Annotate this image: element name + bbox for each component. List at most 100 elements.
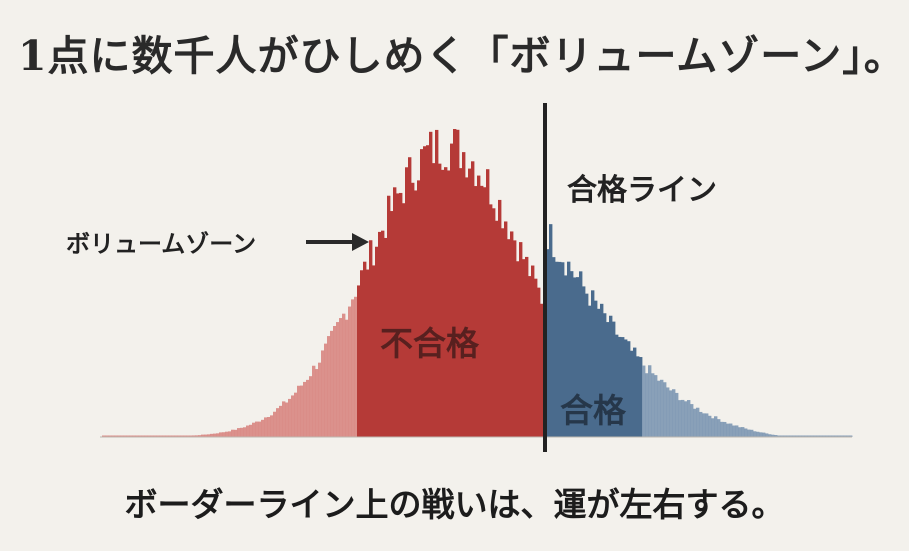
- histogram-bar: [450, 143, 454, 437]
- fail-region-label: 不合格: [380, 324, 480, 363]
- histogram-bar: [552, 257, 556, 437]
- histogram-bar: [663, 382, 667, 437]
- histogram-bar: [213, 433, 217, 437]
- histogram-bar: [462, 152, 466, 438]
- histogram-bar: [696, 407, 700, 437]
- histogram-bar: [156, 435, 160, 437]
- histogram-bar: [744, 428, 748, 437]
- histogram-bar: [756, 431, 760, 437]
- histogram-bar: [837, 435, 841, 437]
- histogram-bar: [147, 435, 151, 437]
- histogram-bar: [165, 435, 169, 437]
- histogram-bar: [468, 168, 472, 437]
- histogram-bar: [624, 339, 628, 437]
- histogram-bar: [129, 435, 133, 437]
- histogram-bar: [300, 385, 304, 437]
- histogram-bar: [825, 435, 829, 437]
- histogram-bar: [144, 435, 148, 437]
- histogram-bar: [375, 246, 379, 437]
- histogram-bar: [258, 421, 262, 437]
- histogram-bar: [666, 387, 670, 437]
- histogram-bar: [408, 157, 412, 437]
- histogram-bar: [738, 427, 742, 437]
- pass-region-label: 合格: [560, 391, 627, 430]
- histogram-bar: [672, 389, 676, 437]
- histogram-bar: [414, 190, 418, 437]
- histogram-bar: [411, 182, 415, 437]
- histogram-bar: [267, 417, 271, 437]
- histogram-bar: [291, 395, 295, 437]
- histogram-bar: [192, 435, 196, 437]
- histogram-bar: [789, 435, 793, 437]
- histogram-bar: [531, 265, 535, 437]
- histogram-bar: [648, 365, 652, 437]
- histogram-bar: [594, 300, 598, 437]
- histogram-bar: [471, 161, 475, 438]
- histogram-bar: [372, 265, 376, 437]
- histogram-bar: [639, 357, 643, 437]
- histogram-bar: [708, 415, 712, 437]
- histogram-bar: [750, 429, 754, 437]
- histogram-bar: [576, 277, 580, 437]
- histogram-bar: [843, 435, 847, 437]
- histogram-bar: [801, 435, 805, 437]
- histogram-bar: [654, 375, 658, 437]
- page-title: 1点に数千人がひしめく「ボリュームゾーン」。: [18, 32, 906, 80]
- histogram-bar: [822, 435, 826, 437]
- histogram-bar: [561, 262, 565, 437]
- histogram-bar: [186, 435, 190, 437]
- histogram-bar: [168, 435, 172, 437]
- histogram-bar: [780, 435, 784, 437]
- histogram-bar: [513, 240, 517, 437]
- histogram-bar: [177, 435, 181, 437]
- histogram-bar: [645, 373, 649, 437]
- histogram-bar: [171, 435, 175, 437]
- histogram-bar: [105, 435, 109, 437]
- histogram-bar: [183, 435, 187, 437]
- histogram-bar: [333, 326, 337, 437]
- histogram-bar: [525, 256, 529, 437]
- histogram-bar: [150, 435, 154, 437]
- histogram-bar: [162, 435, 166, 437]
- histogram-bar: [441, 169, 445, 437]
- histogram-bar: [288, 398, 292, 437]
- histogram-bar: [849, 435, 853, 437]
- histogram-bar: [111, 435, 115, 437]
- histogram-bar: [795, 435, 799, 437]
- histogram-bar: [153, 435, 157, 437]
- histogram-bar: [438, 163, 442, 437]
- histogram-bar: [330, 330, 334, 437]
- histogram-bar: [540, 303, 544, 437]
- histogram-bar: [315, 369, 319, 437]
- histogram-bar: [138, 435, 142, 437]
- histogram-bar: [492, 208, 496, 437]
- histogram-bar: [486, 169, 490, 437]
- histogram-bar: [555, 261, 559, 437]
- histogram-bar: [741, 427, 745, 437]
- histogram-bar: [747, 429, 751, 437]
- histogram-bar: [501, 228, 505, 437]
- histogram-bar: [753, 431, 757, 437]
- histogram-bar: [657, 380, 661, 437]
- histogram-bar: [102, 435, 106, 437]
- histogram-bar: [528, 276, 532, 437]
- histogram-bar: [534, 278, 538, 437]
- histogram-bar: [219, 432, 223, 437]
- histogram-bar: [225, 431, 229, 437]
- histogram-bar: [180, 435, 184, 437]
- histogram-bar: [207, 434, 211, 437]
- histogram-bar: [810, 435, 814, 437]
- histogram-bar: [201, 434, 205, 437]
- volume-zone-label: ボリュームゾーン: [66, 230, 256, 258]
- histogram-bar: [360, 270, 364, 437]
- histogram-bar: [435, 129, 439, 437]
- histogram-bar: [732, 425, 736, 437]
- histogram-bar: [474, 186, 478, 437]
- histogram-bar: [828, 435, 832, 437]
- histogram-bar: [456, 129, 460, 437]
- histogram-bar: [276, 408, 280, 437]
- histogram-bar: [120, 435, 124, 437]
- histogram-bar: [759, 432, 763, 437]
- histogram-bar: [687, 400, 691, 437]
- histogram-bar: [579, 271, 583, 437]
